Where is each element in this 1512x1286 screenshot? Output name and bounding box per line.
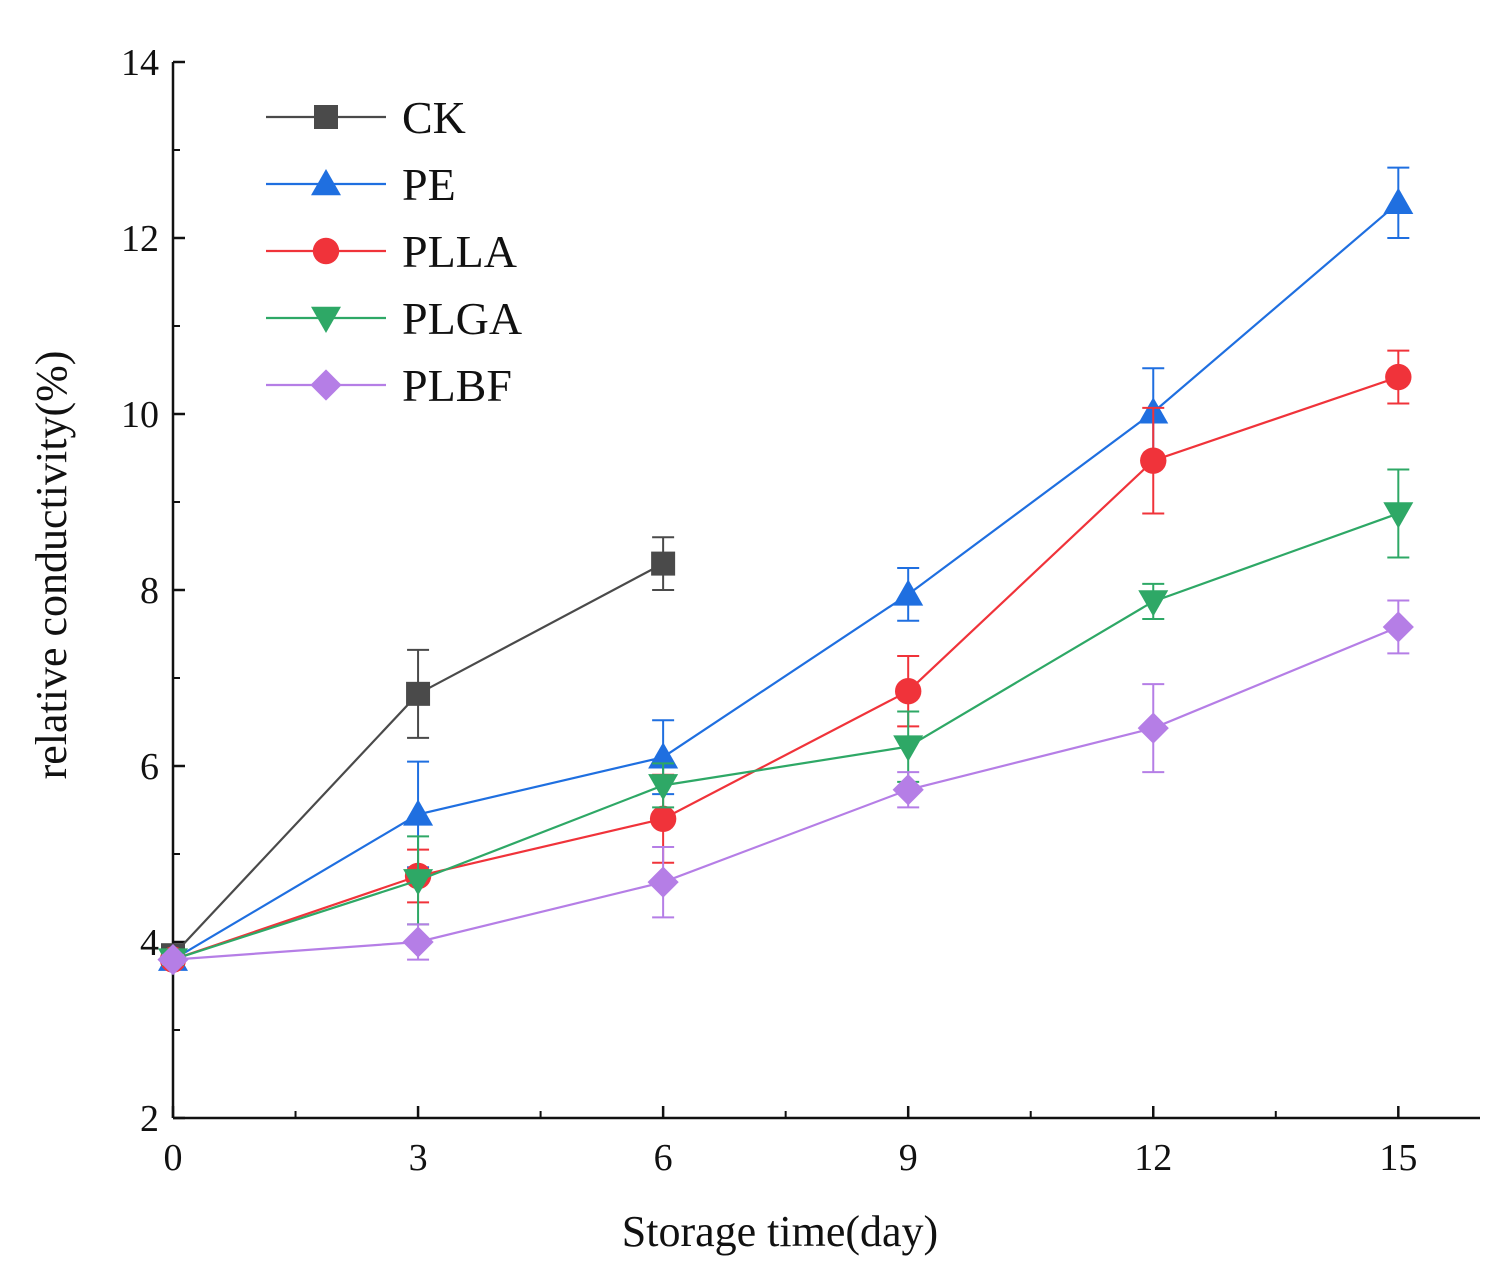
series-line-plga <box>172 512 1399 961</box>
x-tick-label: 9 <box>899 1137 918 1179</box>
legend-marker-plga <box>311 306 341 333</box>
data-point-plla <box>649 805 677 832</box>
data-point-plga <box>1138 590 1169 617</box>
legend-marker-ck <box>314 105 338 129</box>
legend-label-ck: CK <box>402 92 466 143</box>
data-point-plga <box>403 869 434 896</box>
legend-item-plga: PLGA <box>266 293 522 344</box>
y-tick-label: 2 <box>140 1098 159 1140</box>
data-point-ck <box>406 681 431 706</box>
x-tick-label: 15 <box>1379 1137 1417 1179</box>
data-point-plbf <box>647 866 679 898</box>
x-axis-label: Storage time(day) <box>622 1207 938 1256</box>
x-tick-label: 6 <box>654 1137 673 1179</box>
data-point-plga <box>893 735 924 762</box>
axes <box>171 62 1480 1120</box>
series-line-pe <box>172 201 1400 961</box>
legend-marker-pe <box>311 169 341 196</box>
data-point-plbf <box>402 926 434 958</box>
y-tick-label: 8 <box>140 570 159 612</box>
x-tick-label: 12 <box>1134 1137 1172 1179</box>
legend-item-plbf: PLBF <box>266 360 512 411</box>
ticks: 0 3 6 9 12 15 2 4 6 8 10 12 14 <box>121 42 1417 1179</box>
data-point-plga <box>1383 502 1414 529</box>
data-point-plbf <box>892 774 924 806</box>
data-point-plla <box>894 678 922 705</box>
data-point-pe <box>893 579 924 606</box>
data-point-plbf <box>157 944 189 976</box>
data-point-pe <box>1383 187 1414 215</box>
y-tick-label: 12 <box>121 218 159 260</box>
series-plbf <box>157 599 1414 976</box>
data-point-plla <box>1385 363 1412 391</box>
series-layer <box>157 166 1414 976</box>
series-plla <box>159 349 1412 973</box>
x-tick-label: 0 <box>164 1137 183 1179</box>
legend-item-ck: CK <box>266 92 466 143</box>
data-point-plla <box>1140 447 1167 474</box>
y-axis-label: relative conductivity(%) <box>27 351 76 780</box>
y-tick-label: 4 <box>140 922 159 964</box>
x-tick-label: 3 <box>409 1137 428 1179</box>
legend-label-plbf: PLBF <box>402 360 512 411</box>
data-point-ck <box>651 551 676 576</box>
legend-item-pe: PE <box>266 159 456 210</box>
series-pe <box>158 166 1414 971</box>
legend: CK PE PLLA PLGA PLBF <box>266 92 522 411</box>
data-point-plbf <box>1137 712 1169 744</box>
data-point-plbf <box>1382 611 1414 643</box>
legend-label-plla: PLLA <box>402 226 517 277</box>
data-point-pe <box>648 742 679 769</box>
data-point-plga <box>648 774 679 801</box>
legend-marker-plla <box>312 237 340 265</box>
data-point-pe <box>403 799 434 826</box>
series-line-plbf <box>172 625 1399 961</box>
legend-label-pe: PE <box>402 159 456 210</box>
legend-marker-plbf <box>310 369 342 401</box>
legend-label-plga: PLGA <box>402 293 522 344</box>
series-plga <box>158 468 1414 975</box>
y-tick-label: 14 <box>121 42 159 84</box>
y-tick-label: 10 <box>121 394 159 436</box>
y-tick-label: 6 <box>140 746 159 788</box>
series-line-plla <box>172 375 1399 961</box>
legend-item-plla: PLLA <box>266 226 517 277</box>
